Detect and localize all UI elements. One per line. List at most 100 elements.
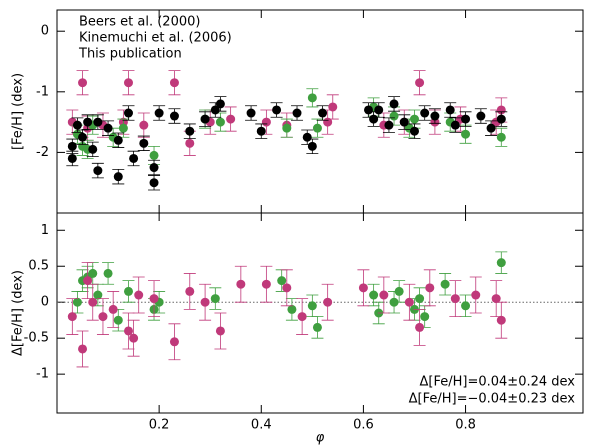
data-point <box>323 117 333 127</box>
data-point <box>282 283 292 293</box>
data-point <box>123 108 133 118</box>
data-point <box>226 114 236 124</box>
data-point <box>430 111 440 121</box>
data-point <box>471 290 481 300</box>
data-point <box>88 297 98 307</box>
legend-entry: Δ[Fe/H]=0.04±0.24 dex <box>420 375 576 390</box>
data-point <box>312 123 322 133</box>
y-tick-label: -1 <box>36 367 49 382</box>
data-point <box>78 344 88 354</box>
data-point <box>215 326 225 336</box>
data-point <box>169 111 179 121</box>
data-point <box>129 153 139 163</box>
data-point <box>78 78 88 88</box>
data-point <box>476 111 486 121</box>
data-point <box>312 322 322 332</box>
data-point <box>210 294 220 304</box>
data-point <box>200 297 210 307</box>
x-tick-label: 0.4 <box>251 418 272 433</box>
data-point <box>93 290 103 300</box>
data-point <box>420 312 430 322</box>
data-point <box>404 297 414 307</box>
data-point <box>185 286 195 296</box>
data-point <box>394 286 404 296</box>
y-tick-label: -0.5 <box>24 331 49 346</box>
data-point <box>169 78 179 88</box>
data-point <box>261 117 271 127</box>
data-point <box>364 105 374 115</box>
y-axis-label: [Fe/H] (dex) <box>11 73 26 150</box>
data-point <box>215 117 225 127</box>
y-tick-label: 0 <box>41 295 49 310</box>
data-point <box>302 132 312 142</box>
data-point <box>496 132 506 142</box>
data-point <box>384 120 394 130</box>
data-point <box>323 297 333 307</box>
data-point <box>103 268 113 278</box>
y-tick-label: -1 <box>36 84 49 99</box>
series <box>71 88 508 165</box>
data-point <box>358 283 368 293</box>
data-point <box>491 294 501 304</box>
y-tick-label: 0 <box>41 24 49 39</box>
data-point <box>88 144 98 154</box>
y-tick-label: -2 <box>36 145 49 160</box>
x-tick-label: 0.8 <box>455 418 476 433</box>
data-point <box>415 78 425 88</box>
data-point <box>88 268 98 278</box>
data-point <box>287 304 297 314</box>
data-point <box>123 78 133 88</box>
data-point <box>149 150 159 160</box>
data-point <box>409 126 419 136</box>
data-point <box>369 290 379 300</box>
data-point <box>496 114 506 124</box>
data-point <box>461 114 471 124</box>
data-point <box>118 123 128 133</box>
data-point <box>415 294 425 304</box>
series <box>66 262 508 368</box>
data-point <box>318 108 328 118</box>
data-point <box>261 279 271 289</box>
legend-entry: Δ[Fe/H]=−0.04±0.23 dex <box>409 392 576 407</box>
data-point <box>93 166 103 176</box>
data-point <box>78 132 88 142</box>
data-point <box>374 105 384 115</box>
data-point <box>123 286 133 296</box>
legend-entry: This publication <box>78 47 182 62</box>
data-point <box>108 304 118 314</box>
data-point <box>496 105 506 115</box>
data-point <box>496 315 506 325</box>
data-point <box>420 108 430 118</box>
data-point <box>113 135 123 145</box>
data-point <box>139 138 149 148</box>
data-point <box>67 312 77 322</box>
data-point <box>461 129 471 139</box>
data-point <box>282 123 292 133</box>
x-axis-label: φ <box>316 431 325 446</box>
data-point <box>169 337 179 347</box>
data-point <box>277 276 287 286</box>
data-point <box>93 117 103 127</box>
data-point <box>185 138 195 148</box>
x-tick-label: 0.2 <box>149 418 170 433</box>
data-point <box>200 114 210 124</box>
data-point <box>440 279 450 289</box>
data-point <box>103 123 113 133</box>
data-point <box>215 99 225 109</box>
data-point <box>272 105 282 115</box>
data-point <box>123 326 133 336</box>
series <box>66 96 508 191</box>
legend-entry: Kinemuchi et al. (2006) <box>79 31 232 46</box>
plot-frame <box>56 212 584 414</box>
data-point <box>297 312 307 322</box>
y-tick-label: 0.5 <box>28 259 49 274</box>
data-point <box>149 163 159 173</box>
data-point <box>129 333 139 343</box>
data-point <box>98 312 108 322</box>
data-point <box>369 114 379 124</box>
data-point <box>496 258 506 268</box>
data-point <box>307 301 317 311</box>
data-point <box>409 114 419 124</box>
data-point <box>292 108 302 118</box>
